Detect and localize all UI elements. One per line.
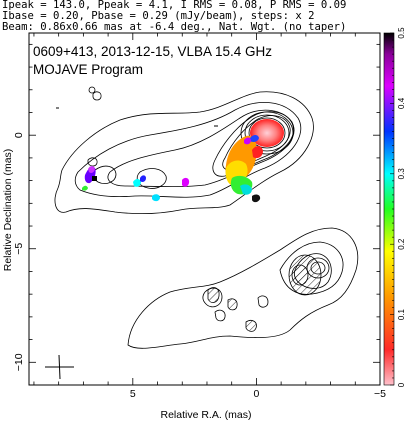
south-outer (127, 227, 358, 349)
knot2-pol-cyan (133, 179, 141, 187)
contour-outer (54, 91, 314, 215)
colorbar-ticks: 0 0.1 0.2 0.3 0.4 0.5 (390, 27, 406, 387)
colorbar-tick-label: 0.1 (397, 308, 406, 320)
neg-contour-5 (245, 320, 257, 332)
contour-small-1 (87, 157, 98, 167)
contour-2 (74, 102, 302, 198)
x-tick-label: 0 (253, 388, 259, 400)
y-tick-label: 0 (13, 132, 25, 138)
header-line-3: Beam: 0.86x0.66 mas at -6.4 deg., Nat. W… (2, 21, 347, 33)
beam-cross (45, 354, 74, 380)
jet-pol-red (252, 145, 263, 159)
south-small-3 (214, 309, 226, 322)
colorbar-tick-label: 0 (397, 382, 406, 387)
neg-contour-4 (227, 298, 238, 311)
y-axis-title: Relative Declination (mas) (2, 149, 14, 272)
chart-title: 0609+413, 2013-12-15, VLBA 15.4 GHz (33, 44, 272, 59)
chart-subtitle: MOJAVE Program (33, 62, 143, 77)
core-pol-patch (250, 119, 284, 147)
jet-pol-black-dot (252, 194, 261, 203)
colorbar-tick-label: 0.4 (397, 97, 406, 109)
knot-pol-green (82, 185, 88, 191)
header-line-2: Ibase = 0.20, Pbase = 0.29 (mJy/beam), s… (2, 10, 315, 22)
x-tick-label: 5 (130, 388, 136, 400)
y-tick-label: −10 (13, 353, 25, 371)
colorbar-tick-label: 0.3 (397, 168, 406, 180)
contour-8 (248, 117, 286, 149)
knot4-pol-cyan (152, 194, 160, 202)
knot-pol-black (92, 176, 97, 181)
colorbar-tick-label: 0.5 (397, 27, 406, 39)
jet-pol-blue (250, 135, 259, 142)
colorbar-tick-label: 0.2 (397, 238, 406, 250)
axis-layer: 5 0 −5 0 −5 −10 (13, 33, 386, 400)
negative-contours (207, 254, 322, 332)
jet-pol-magenta (244, 137, 251, 145)
plot-frame (28, 32, 381, 386)
knot2-pol-blue (140, 175, 146, 182)
neg-contour-2 (291, 264, 309, 286)
contour-7 (244, 114, 290, 152)
polarization-patches (82, 119, 284, 203)
y-tick-label: −5 (13, 243, 25, 255)
south-contours (127, 227, 358, 349)
contour-small-2 (92, 91, 102, 101)
contour-6 (240, 111, 294, 155)
knot3-pol-magenta (182, 177, 190, 187)
jet-contours (54, 91, 314, 215)
x-axis-title: Relative R.A. (mas) (160, 409, 251, 421)
jet-pol-cyan (240, 184, 252, 195)
small-contour-circle (88, 86, 96, 94)
south-small-2 (257, 295, 269, 308)
header-line-1: Ipeak = 143.0, Ppeak = 4.1, I RMS = 0.08… (2, 0, 347, 11)
neg-contour-3 (207, 287, 220, 303)
knot-pol-magenta (88, 166, 95, 173)
x-tick-label: −5 (374, 388, 386, 400)
